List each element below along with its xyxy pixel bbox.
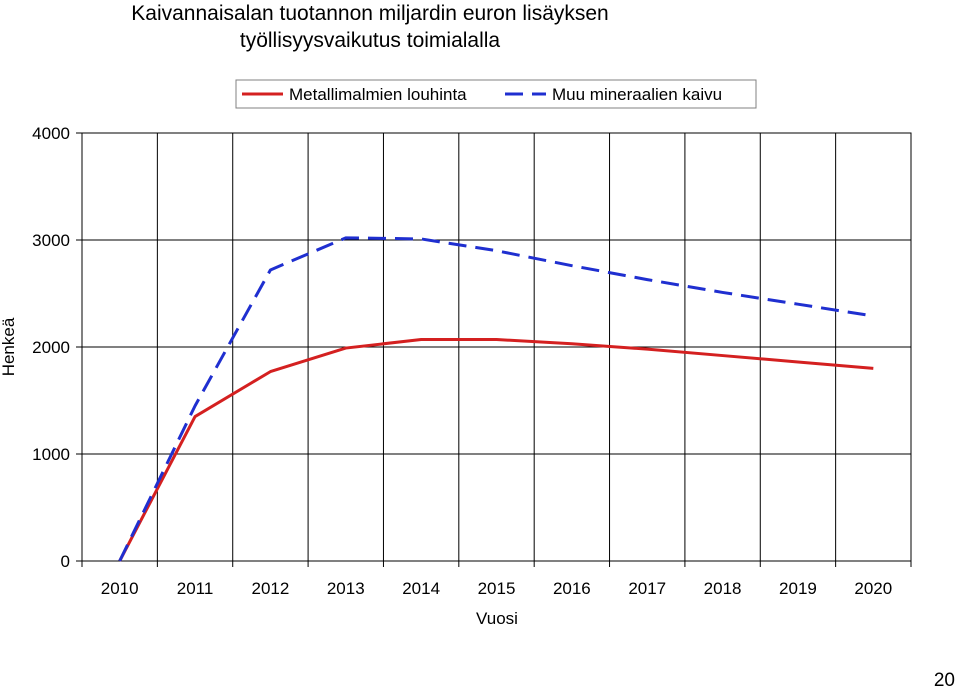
y-tick-label: 3000: [32, 231, 70, 250]
x-axis-title: Vuosi: [476, 609, 518, 628]
legend-label-muu-mineraalien: Muu mineraalien kaivu: [552, 85, 722, 104]
x-tick-label: 2019: [779, 579, 817, 598]
y-axis: 0 1000 2000 3000 4000: [32, 124, 82, 571]
chart-title: Kaivannaisalan tuotannon miljardin euron…: [120, 0, 620, 54]
x-tick-label: 2013: [327, 579, 365, 598]
series-layer: [118, 236, 874, 562]
legend-box: [235, 79, 757, 109]
x-tick-label: 2017: [628, 579, 666, 598]
y-axis-title: Henkeä: [0, 317, 18, 376]
series-line-metallimalmien: [118, 338, 874, 562]
x-tick-label: 2018: [704, 579, 742, 598]
x-axis: 2010 2011 2012 2013 2014 2015 2016 2017 2018 2019…: [81, 561, 912, 598]
x-tick-label: 2010: [101, 579, 139, 598]
page-number: 20: [933, 670, 955, 691]
chart-title-line-1: Kaivannaisalan tuotannon miljardin euron…: [131, 2, 609, 25]
x-tick-label: 2015: [478, 579, 516, 598]
y-tick-label: 2000: [32, 338, 70, 357]
y-tick-label: 0: [61, 552, 70, 571]
legend-label-metallimalmien: Metallimalmien louhinta: [289, 85, 467, 104]
x-tick-label: 2016: [553, 579, 591, 598]
y-tick-label: 4000: [32, 124, 70, 143]
x-tick-label: 2020: [854, 579, 892, 598]
x-tick-label: 2012: [251, 579, 289, 598]
chart-title-line-2: työllisyysvaikutus toimialalla: [239, 29, 501, 52]
legend: Metallimalmien louhinta Muu mineraalien …: [235, 79, 757, 109]
x-tick-label: 2014: [402, 579, 440, 598]
series-line-muu-mineraalien: [118, 236, 874, 562]
x-tick-label: 2011: [177, 579, 214, 598]
grid: [82, 133, 911, 561]
y-tick-label: 1000: [32, 445, 70, 464]
